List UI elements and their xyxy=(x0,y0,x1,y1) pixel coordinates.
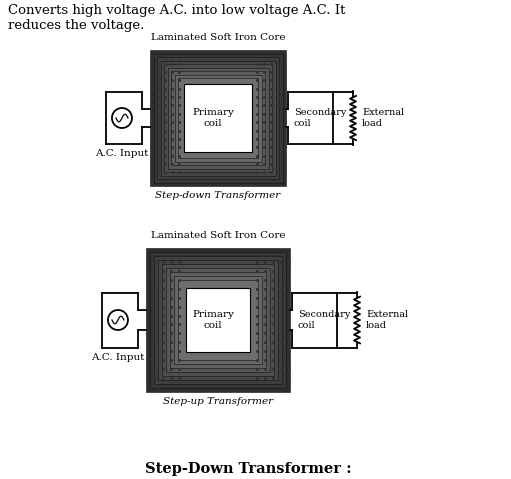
Text: Laminated Soft Iron Core: Laminated Soft Iron Core xyxy=(151,33,285,42)
Polygon shape xyxy=(170,272,266,368)
Text: Secondary
coil: Secondary coil xyxy=(294,108,346,128)
Polygon shape xyxy=(153,54,283,182)
Text: Step-up Transformer: Step-up Transformer xyxy=(163,397,273,406)
Polygon shape xyxy=(157,57,279,179)
Polygon shape xyxy=(146,248,290,392)
Polygon shape xyxy=(158,260,278,380)
Circle shape xyxy=(112,108,132,128)
Polygon shape xyxy=(174,75,262,161)
Text: Primary
coil: Primary coil xyxy=(192,310,234,330)
Polygon shape xyxy=(150,50,286,186)
Text: Primary
coil: Primary coil xyxy=(192,108,234,128)
Text: Laminated Soft Iron Core: Laminated Soft Iron Core xyxy=(151,231,285,240)
Text: Step-down Transformer: Step-down Transformer xyxy=(155,191,281,200)
Polygon shape xyxy=(168,68,268,169)
Text: Secondary
coil: Secondary coil xyxy=(298,310,351,330)
Polygon shape xyxy=(150,252,286,388)
Polygon shape xyxy=(160,60,275,175)
Polygon shape xyxy=(162,264,274,376)
Text: External
load: External load xyxy=(362,108,404,128)
Polygon shape xyxy=(164,64,272,172)
Text: External
load: External load xyxy=(366,310,408,330)
Text: Step-Down Transformer :: Step-Down Transformer : xyxy=(145,462,352,476)
Polygon shape xyxy=(178,280,258,360)
Polygon shape xyxy=(154,256,282,384)
Polygon shape xyxy=(186,288,250,352)
Polygon shape xyxy=(178,78,258,158)
Polygon shape xyxy=(184,84,252,152)
Text: A.C. Input: A.C. Input xyxy=(95,149,149,158)
Circle shape xyxy=(108,310,128,330)
Polygon shape xyxy=(174,276,262,364)
Text: A.C. Input: A.C. Input xyxy=(91,353,145,362)
Polygon shape xyxy=(171,71,265,165)
Polygon shape xyxy=(166,268,270,372)
Text: Converts high voltage A.C. into low voltage A.C. It
reduces the voltage.: Converts high voltage A.C. into low volt… xyxy=(8,4,345,32)
